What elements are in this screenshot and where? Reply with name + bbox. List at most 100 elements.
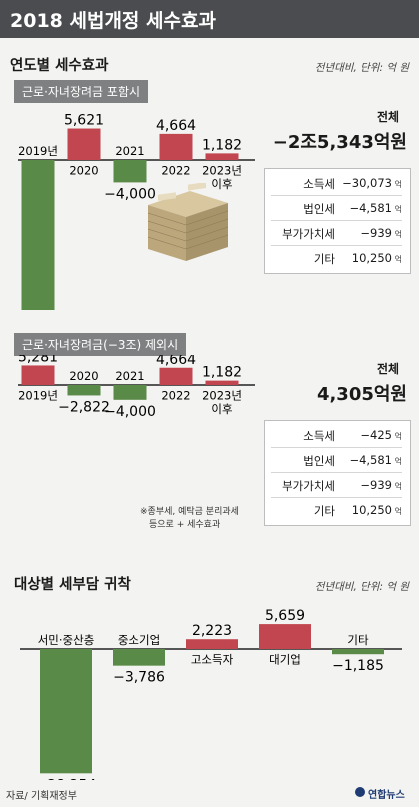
section2-title: 대상별 세부담 귀착 [14,577,131,593]
value-label: −1,185 [332,658,384,674]
bar [205,380,239,385]
chart-b-breakdown-table: 소득세 −425 억 법인세 −4,581 억 부가가치세 −939 억 기타 … [264,420,411,526]
value-label: 1,182 [202,137,242,153]
row-value: 10,250 [351,251,392,265]
table-row: 기타 10,250 억 [271,246,402,270]
row-label: 부가가치세 [282,479,335,493]
section1-title: 연도별 세수효과 [10,58,109,74]
value-label: −2,822 [58,399,110,415]
yonhap-logo-text: 연합뉴스 [368,790,405,801]
row-label: 소득세 [303,177,335,191]
category-label: 대기업 [269,653,301,667]
category-label: 2023년 [202,164,242,178]
chart-a-subtitle: 근로·자녀장려금 포함시 [14,80,149,103]
value-label: 4,664 [156,118,196,134]
chart-a-breakdown-table: 소득세 −30,073 억 법인세 −4,581 억 부가가치세 −939 억 … [264,168,411,274]
table-row: 법인세 −4,581 억 [271,448,402,473]
bar [113,385,147,400]
row-unit: 억 [394,457,402,466]
footnote-line-1: ※종부세, 예탁금 분리과세 [140,507,239,517]
value-label: 5,281 [18,355,58,365]
money-stack-illustration [147,183,229,261]
bar [259,624,311,649]
value-label: 2,223 [192,623,232,639]
row-unit: 억 [394,432,402,441]
bar [159,367,193,385]
row-label: 소득세 [303,429,335,443]
chart-a: −32,8102019년5,6212020−4,00020214,6642022… [18,113,255,310]
bar [205,153,239,160]
row-label: 기타 [313,252,335,266]
value-label: −4,000 [104,404,156,420]
section2-unit: 전년대비, 단위: 억 원 [314,581,409,593]
header-bar: 2018 세법개정 세수효과 [0,0,419,38]
bar [21,365,55,385]
category-label: 2021 [115,144,144,158]
value-label: 5,621 [64,113,104,129]
bar [67,385,101,396]
value-label: −3,786 [113,670,165,686]
row-unit: 억 [394,180,402,189]
category-label: 2022 [161,164,190,178]
chart-b: 5,281 2019년−2,822 2020 −4,000 2021 4,664 2022 1… [18,355,255,420]
bar [159,133,193,160]
table-row: 소득세 −425 억 [271,423,402,448]
table-row: 부가가치세 −939 억 [271,473,402,498]
row-value: −425 [360,428,392,442]
bar [332,649,384,655]
row-value: −30,073 [342,176,392,190]
category-label: 고소득자 [191,653,234,667]
chart-b-total-value: 4,305억원 [316,384,407,405]
chart-c: −28,254 서민·중산층 −3,786 중소기업 2,223 고소득자 5,659 대기업… [20,608,402,780]
category-label: 2022 [161,389,190,403]
row-value: 10,250 [351,503,392,517]
row-unit: 억 [394,507,402,516]
row-value: −939 [360,226,392,240]
table-row: 부가가치세 −939 억 [271,221,402,246]
category-label: 중소기업 [118,633,160,647]
row-value: −939 [360,478,392,492]
category-label: 2019년 [18,389,58,403]
value-label: −28,254 [36,777,97,780]
bar [186,639,238,649]
bar [40,649,92,774]
category-label: 2020 [69,164,98,178]
row-unit: 억 [394,205,402,214]
row-label: 부가가치세 [282,227,335,241]
page-title: 2018 세법개정 세수효과 [10,10,216,32]
footnote: ※종부세, 예탁금 분리과세 등으로 + 세수효과 [140,506,239,532]
row-unit: 억 [394,255,402,264]
chart-b-subtitle: 근로·자녀장려금(−3조) 제외시 [14,333,187,356]
row-label: 기타 [313,504,335,518]
source-credit: 자료/ 기획재정부 [6,791,77,802]
row-value: −4,581 [349,201,392,215]
row-unit: 억 [394,230,402,239]
row-value: −4,581 [349,453,392,467]
category-label: 2020 [69,369,98,383]
section1-unit: 전년대비, 단위: 억 원 [314,62,409,74]
table-row: 소득세 −30,073 억 [271,171,402,196]
chart-a-total-label: 전체 [377,110,400,124]
row-unit: 억 [394,482,402,491]
chart-b-total-label: 전체 [377,362,400,376]
bar [67,128,101,160]
value-label: 1,182 [202,365,242,381]
table-row: 법인세 −4,581 억 [271,196,402,221]
value-label: 5,659 [265,608,305,624]
table-row: 기타 10,250 억 [271,498,402,522]
row-label: 법인세 [303,202,335,216]
category-label: 기타 [347,633,369,647]
bar [113,649,165,666]
category-label: 서민·중산층 [38,633,95,647]
bar [113,160,147,183]
category-label: 2023년 [202,389,242,403]
category-label: 2021 [115,369,144,383]
yonhap-logo-icon [355,787,365,797]
bar [21,160,55,310]
category-label: 이후 [211,177,232,191]
chart-a-total-value: −2조5,343억원 [272,132,407,153]
value-label: −4,000 [104,186,156,202]
value-label: 4,664 [156,355,196,368]
category-label: 2019년 [18,144,58,158]
footnote-line-2: 등으로 + 세수효과 [149,520,221,530]
